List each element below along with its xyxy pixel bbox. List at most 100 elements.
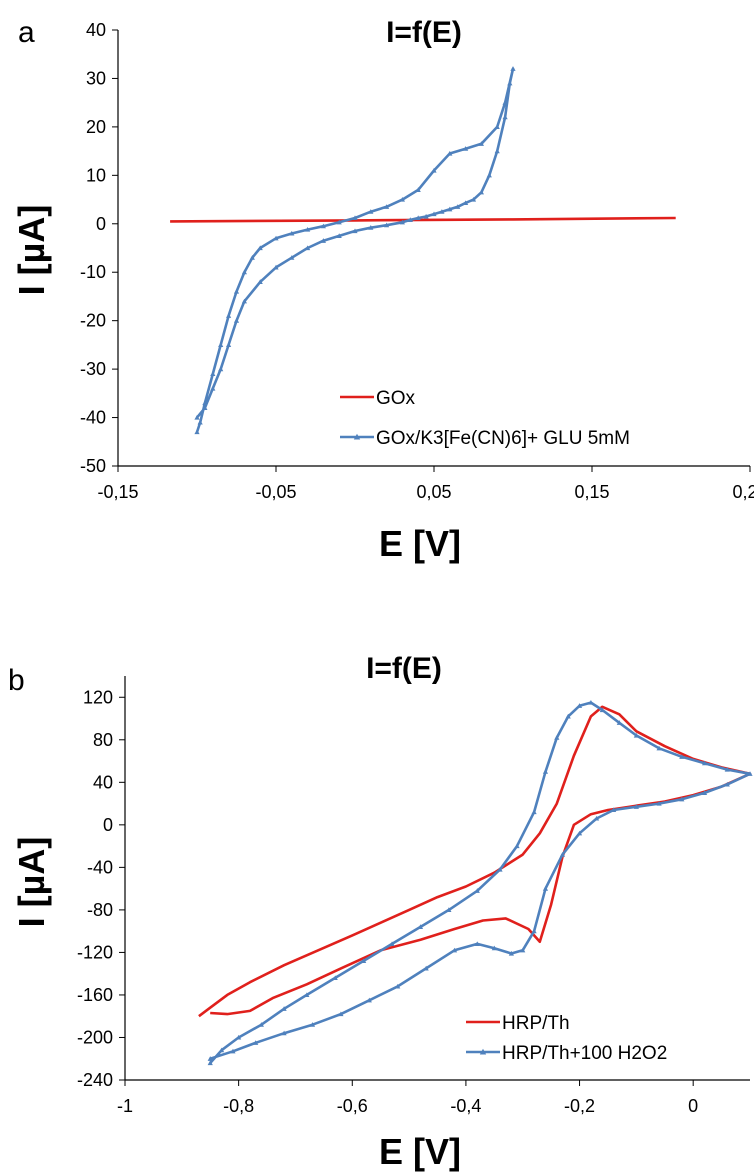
- data-point: [305, 226, 311, 232]
- data-point: [423, 213, 429, 219]
- data-point: [531, 809, 537, 815]
- data-point: [559, 852, 566, 857]
- data-point: [451, 947, 458, 953]
- data-point: [701, 760, 708, 766]
- data-point: [554, 735, 560, 740]
- data-point: [218, 1047, 225, 1053]
- legend-marker: [353, 433, 361, 440]
- x-tick-label: -0,4: [450, 1096, 481, 1116]
- y-tick-label: -200: [77, 1027, 113, 1047]
- data-point: [320, 238, 326, 243]
- series-line: [198, 705, 752, 1018]
- data-point: [352, 215, 358, 221]
- y-tick-label: -160: [77, 985, 113, 1005]
- y-tick-label: 40: [93, 772, 113, 792]
- legend-label: GOx/K3[Fe(CN)6]+ GLU 5mM: [376, 428, 630, 449]
- data-point: [599, 707, 605, 713]
- y-tick-label: 0: [96, 214, 106, 234]
- data-point: [202, 400, 208, 406]
- data-point: [305, 245, 311, 251]
- data-point: [304, 992, 310, 998]
- legend-a: GOx GOx/K3[Fe(CN)6]+ GLU 5mM: [340, 388, 630, 449]
- x-tick-label: 0,15: [574, 482, 609, 502]
- data-point: [273, 235, 279, 241]
- data-point: [210, 371, 216, 377]
- y-tick-label: 10: [86, 165, 106, 185]
- y-tick-label: 30: [86, 68, 106, 88]
- data-point: [338, 1011, 344, 1017]
- x-axis-label-a: E [V]: [379, 523, 461, 564]
- data-point: [593, 815, 600, 821]
- data-point: [565, 713, 571, 719]
- y-tick-label: -240: [77, 1070, 113, 1090]
- data-point: [576, 703, 583, 708]
- data-point: [226, 313, 232, 318]
- axes-a: 40 30 20 10 0 -10 -20 -30 -40 -50 -0,15 -0,05 0,05 0,…: [80, 20, 754, 502]
- data-point: [202, 405, 208, 410]
- data-point: [241, 269, 247, 275]
- data-point: [478, 189, 484, 195]
- data-point: [611, 807, 617, 813]
- series-line: [209, 701, 752, 1064]
- data-point: [439, 209, 445, 214]
- data-point: [281, 1006, 287, 1011]
- data-point: [656, 800, 662, 806]
- data-point: [463, 200, 469, 206]
- data-point: [320, 223, 326, 229]
- x-tick-label: 0,25: [732, 482, 754, 502]
- data-point: [415, 215, 421, 221]
- data-point: [491, 945, 497, 951]
- data-point: [656, 745, 662, 751]
- data-point: [576, 830, 583, 836]
- y-axis-label-b: I [µA]: [11, 837, 52, 928]
- x-tick-label: 0: [688, 1096, 698, 1116]
- x-tick-label: -0,2: [564, 1096, 595, 1116]
- data-point: [474, 888, 480, 893]
- data-point: [633, 732, 639, 738]
- y-tick-label: -40: [80, 408, 106, 428]
- y-tick-label: -120: [77, 942, 113, 962]
- data-point: [701, 790, 708, 796]
- data-point: [423, 965, 429, 971]
- axes-b: 120 80 40 0 -40 -80 -120 -160 -200 -240-1 -0,8 -0,6…: [77, 676, 750, 1116]
- data-point: [368, 225, 374, 230]
- plot-area-a: [170, 66, 676, 435]
- data-point: [415, 187, 421, 192]
- data-point: [253, 1040, 259, 1045]
- data-point: [486, 172, 492, 178]
- data-point: [724, 766, 730, 772]
- chart-panel-a: a I=f(E) E [V] I [µA] 40 30 20 10 0 -10 -20 -30…: [11, 16, 754, 564]
- data-point: [368, 209, 374, 214]
- data-point: [332, 975, 338, 981]
- data-point: [289, 255, 295, 260]
- data-point: [352, 228, 358, 234]
- data-point: [507, 80, 513, 86]
- data-point: [361, 958, 367, 964]
- data-point: [417, 924, 424, 929]
- chart-title-b: I=f(E): [366, 652, 442, 685]
- data-point: [447, 206, 453, 212]
- data-point: [289, 230, 295, 236]
- x-tick-label: -0,05: [255, 482, 296, 502]
- data-point: [431, 211, 437, 217]
- data-point: [463, 146, 469, 151]
- data-point: [233, 289, 240, 294]
- plot-area-b: [198, 699, 753, 1066]
- data-point: [207, 1060, 213, 1066]
- data-point: [510, 66, 516, 71]
- panel-label-a: a: [18, 16, 35, 49]
- panel-label-b: b: [8, 664, 25, 697]
- legend-b: HRP/Th HRP/Th+100 H2O2: [466, 1013, 667, 1064]
- data-point: [281, 1030, 287, 1036]
- data-point: [194, 414, 200, 420]
- x-tick-label: -0,15: [97, 482, 138, 502]
- legend-marker: [479, 1048, 487, 1055]
- data-point: [207, 1056, 213, 1061]
- data-point: [497, 866, 503, 872]
- x-tick-label: -0,6: [337, 1096, 368, 1116]
- data-point: [494, 124, 500, 129]
- data-point: [309, 1022, 316, 1027]
- data-point: [399, 219, 405, 225]
- data-point: [478, 141, 484, 146]
- y-tick-label: -50: [80, 456, 106, 476]
